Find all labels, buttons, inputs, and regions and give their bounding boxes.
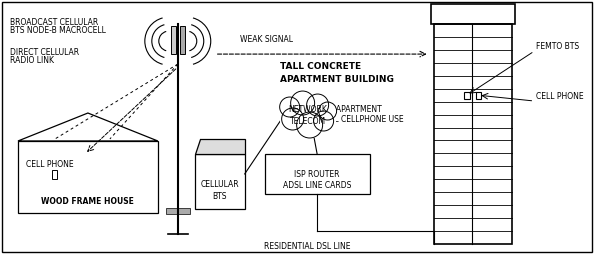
Circle shape	[280, 98, 300, 118]
Text: DIRECT CELLULAR: DIRECT CELLULAR	[10, 48, 79, 57]
Circle shape	[291, 92, 315, 116]
Bar	[166, 208, 190, 214]
Text: TALL CONCRETE: TALL CONCRETE	[280, 62, 361, 71]
Text: TELECOM: TELECOM	[290, 116, 325, 125]
Text: ISP ROUTER: ISP ROUTER	[294, 169, 340, 178]
Text: RADIO LINK: RADIO LINK	[10, 56, 54, 65]
Polygon shape	[280, 109, 336, 132]
Text: ALLOWS LOCAL CELLPHONE USE: ALLOWS LOCAL CELLPHONE USE	[280, 115, 403, 123]
Circle shape	[282, 109, 303, 131]
Bar	[180, 27, 185, 55]
Bar	[52, 170, 57, 179]
Polygon shape	[195, 139, 245, 154]
Text: NETWORK: NETWORK	[288, 104, 327, 113]
Bar	[18, 141, 158, 213]
Text: CELLULAR: CELLULAR	[200, 179, 239, 188]
Text: FEMTO BTS: FEMTO BTS	[536, 42, 579, 51]
Bar	[434, 25, 513, 244]
Circle shape	[319, 103, 337, 121]
Text: BTS NODE-B MACROCELL: BTS NODE-B MACROCELL	[10, 26, 106, 35]
Bar	[464, 93, 470, 100]
Text: ADSL LINE CARDS: ADSL LINE CARDS	[283, 180, 351, 189]
Text: RESIDENTIAL DSL LINE: RESIDENTIAL DSL LINE	[264, 241, 350, 250]
Bar	[171, 27, 176, 55]
Text: FEMTO BTS IN APARTMENT: FEMTO BTS IN APARTMENT	[280, 105, 381, 114]
Text: WOOD FRAME HOUSE: WOOD FRAME HOUSE	[42, 196, 134, 205]
Text: BROADCAST CELLULAR: BROADCAST CELLULAR	[10, 18, 98, 27]
Circle shape	[297, 113, 322, 138]
Text: CELL PHONE: CELL PHONE	[26, 159, 73, 168]
Text: CELL PHONE: CELL PHONE	[536, 92, 584, 101]
Bar	[432, 5, 516, 25]
Bar	[265, 154, 370, 194]
Text: WEAK SIGNAL: WEAK SIGNAL	[240, 35, 293, 44]
Bar	[476, 93, 481, 100]
Bar	[195, 154, 245, 209]
Circle shape	[306, 95, 328, 117]
Circle shape	[313, 112, 334, 132]
Text: BTS: BTS	[213, 191, 227, 200]
Text: APARTMENT BUILDING: APARTMENT BUILDING	[280, 75, 393, 84]
